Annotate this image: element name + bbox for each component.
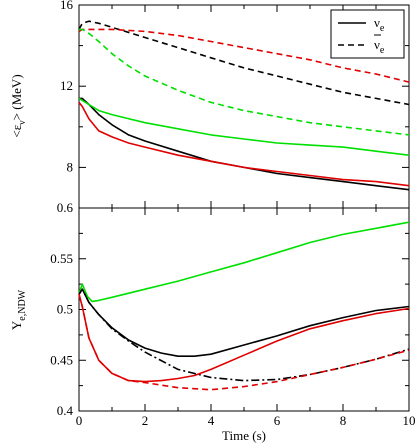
ye-series-group <box>78 221 410 391</box>
top-series-line-5 <box>79 28 410 136</box>
top-series-line-0 <box>79 97 410 191</box>
bottom-series-line-4 <box>78 294 410 391</box>
bottom-series-line-1 <box>78 288 410 358</box>
top-series-line-2 <box>78 101 410 187</box>
x-tick-label: 8 <box>340 413 347 428</box>
x-tick-label: 6 <box>274 413 281 428</box>
legend-box <box>330 9 405 59</box>
y-tick-label: 0.6 <box>57 200 74 215</box>
top-series-line-3 <box>78 28 410 83</box>
y-tick-label: 8 <box>67 159 74 174</box>
y-tick-label: 16 <box>60 0 74 12</box>
top-series-line-4 <box>78 97 410 156</box>
energy-series-group <box>78 20 410 191</box>
energy-panel: 8 12 16 <εν> (MeV) νe νe <box>9 0 410 209</box>
x-tick-label: 4 <box>208 413 215 428</box>
x-axis-label: Time (s) <box>222 428 266 443</box>
x-tick-label: 10 <box>403 413 416 428</box>
y-tick-label: 0.55 <box>50 251 73 266</box>
y-tick-label: 12 <box>60 78 73 93</box>
y-tick-label: 0.4 <box>57 403 74 418</box>
x-tick-label: 2 <box>142 413 149 428</box>
x-tick-label: 0 <box>76 413 83 428</box>
legend-label-nue: νe <box>374 15 385 34</box>
legend: νe νe <box>330 9 405 59</box>
y-tick-label: 0.5 <box>57 302 73 317</box>
legend-label-nuebar: νe <box>374 37 385 56</box>
bottom-series-line-0 <box>78 221 410 303</box>
top-series-line-1 <box>78 20 410 106</box>
energy-axis-ticks: 8 12 16 <box>60 0 410 209</box>
energy-y-axis-label: <εν> (MeV) <box>9 74 28 137</box>
y-tick-label: 0.45 <box>50 352 73 367</box>
ye-y-axis-label: Ye,NDW <box>9 289 28 330</box>
ye-panel: 0.4 0.45 0.5 0.55 0.6 0 2 4 6 8 10 Ye,NDW Time (s) <box>9 200 416 443</box>
ye-axis-ticks: 0.4 0.45 0.5 0.55 0.6 0 2 4 6 8 10 <box>50 200 415 428</box>
